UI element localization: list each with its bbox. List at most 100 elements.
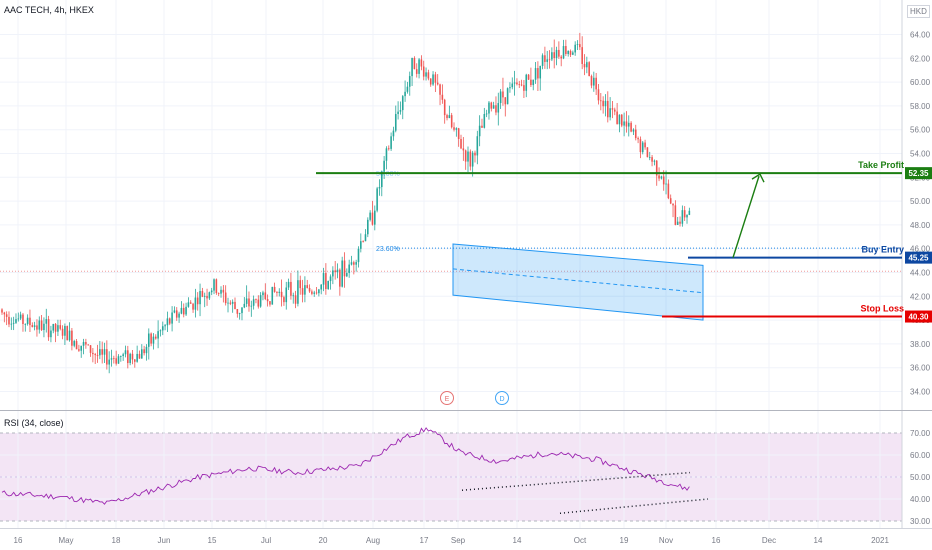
fib-236-label: 23.60%	[376, 246, 400, 253]
candle-body	[329, 276, 332, 282]
price-axis-label: 44.00	[910, 269, 931, 278]
time-axis-label: Oct	[574, 536, 587, 545]
candle	[343, 252, 346, 288]
candle-body	[362, 241, 364, 242]
candle-body	[439, 84, 441, 95]
candle-body	[248, 298, 250, 307]
candle	[432, 71, 434, 86]
candle	[448, 105, 451, 119]
buy-entry-price-tag-text: 45.25	[908, 254, 929, 263]
candle	[462, 137, 465, 161]
candle-body	[229, 302, 232, 304]
candle-body	[546, 59, 549, 62]
time-axis-label: Nov	[659, 536, 673, 545]
candle	[523, 79, 525, 99]
candle-body	[311, 291, 313, 294]
candle	[248, 291, 250, 312]
candle	[117, 354, 120, 364]
candle-body	[131, 353, 134, 360]
candle	[658, 167, 660, 182]
candle	[89, 345, 92, 357]
candle-body	[99, 349, 101, 356]
candle-body	[138, 353, 141, 359]
candle-body	[504, 97, 507, 105]
candle-body	[257, 299, 260, 307]
candle-body	[175, 310, 178, 318]
candle-body	[87, 344, 90, 346]
candle	[224, 285, 227, 306]
candle-body	[593, 77, 595, 86]
candle	[362, 240, 364, 243]
candle-body	[294, 295, 297, 304]
price-axis-label: 36.00	[910, 364, 931, 373]
candle	[385, 146, 388, 170]
candle	[623, 112, 625, 137]
candle-body	[108, 359, 110, 365]
candle-body	[150, 333, 152, 344]
candle	[94, 352, 96, 364]
candle-body	[189, 302, 192, 304]
candle	[208, 291, 211, 300]
candle	[415, 63, 418, 78]
candle-body	[413, 58, 416, 70]
candle-body	[548, 59, 551, 61]
candle-body	[457, 128, 460, 140]
candle	[597, 83, 600, 105]
candle-body	[224, 292, 227, 304]
candle-body	[360, 241, 362, 249]
candle-body	[94, 354, 96, 356]
candle	[625, 111, 628, 133]
candle	[546, 50, 549, 70]
candle	[595, 72, 597, 96]
candle-body	[320, 284, 323, 290]
rsi-line	[1, 427, 690, 505]
candle	[138, 350, 141, 359]
candle-body	[5, 314, 8, 317]
candle	[64, 323, 66, 346]
candle	[460, 134, 462, 150]
candle-body	[683, 210, 686, 218]
candle-body	[334, 270, 336, 273]
candle-body	[103, 349, 106, 355]
candle	[555, 46, 558, 66]
time-axis-label: 14	[814, 536, 823, 545]
candle	[558, 41, 560, 59]
dividend-marker	[495, 391, 509, 405]
candle-body	[644, 142, 646, 148]
candle-body	[115, 358, 117, 364]
candle-body	[579, 44, 581, 48]
candle	[313, 290, 316, 297]
candle	[397, 101, 399, 120]
candle	[679, 216, 681, 227]
candle	[325, 263, 327, 295]
candle	[145, 344, 148, 361]
candle	[285, 281, 288, 310]
candle-body	[376, 188, 378, 211]
candle-body	[586, 62, 588, 68]
candle	[490, 101, 493, 112]
candle	[355, 259, 357, 272]
candle	[222, 285, 225, 303]
candle	[544, 46, 546, 69]
candle	[266, 294, 269, 307]
candle-body	[483, 114, 486, 128]
candle	[206, 288, 208, 306]
candle	[520, 79, 523, 87]
candle	[604, 94, 607, 117]
candle-body	[182, 307, 185, 315]
candle-body	[154, 336, 157, 339]
time-axis-label: 14	[513, 536, 522, 545]
candle	[420, 55, 423, 71]
candles-group	[1, 32, 691, 374]
candle-body	[64, 326, 66, 336]
candle	[553, 39, 556, 69]
candle	[264, 283, 267, 301]
candle-body	[374, 210, 376, 225]
candle-body	[346, 273, 348, 277]
candle	[369, 210, 371, 222]
candle-body	[24, 323, 27, 325]
candle	[143, 345, 145, 356]
candle-body	[280, 291, 283, 298]
candle-body	[488, 102, 490, 114]
